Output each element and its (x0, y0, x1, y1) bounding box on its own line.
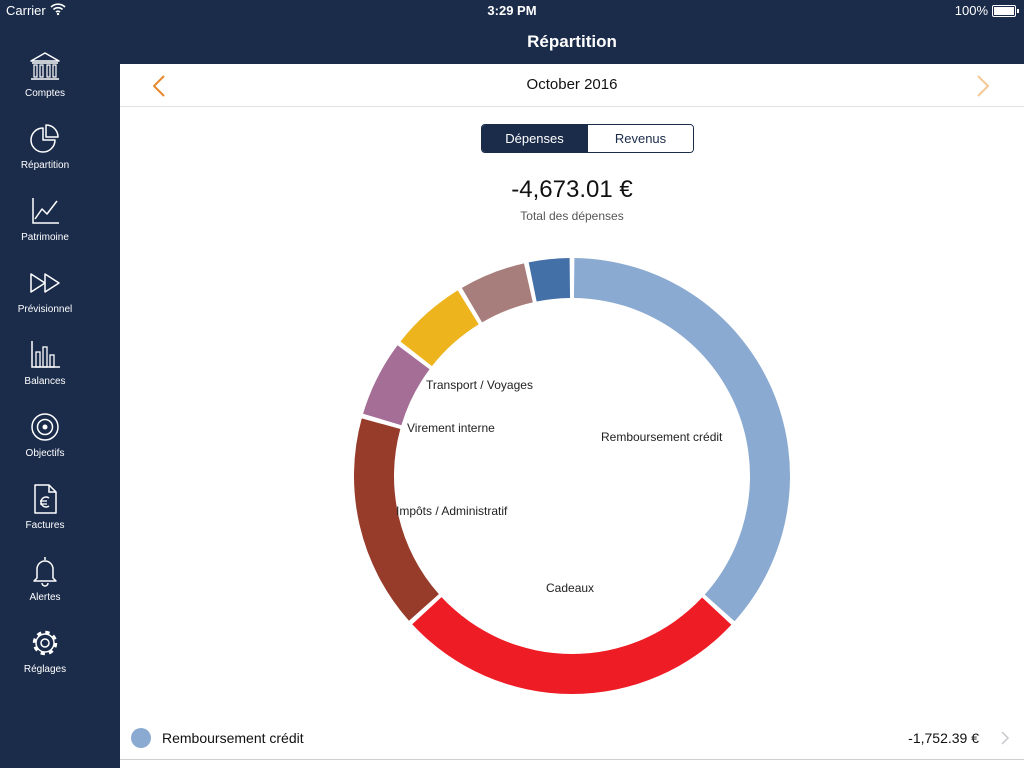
sidebar-item-repartition[interactable]: Répartition (0, 122, 90, 190)
page-title: Répartition (527, 32, 617, 51)
bar-chart-icon (31, 341, 60, 368)
wifi-icon (50, 3, 66, 16)
donut-slice-6[interactable] (528, 258, 571, 302)
chevron-right-icon (1001, 731, 1010, 745)
donut-slice-5[interactable] (461, 263, 533, 323)
sidebar-item-label: Patrimoine (21, 232, 69, 243)
sidebar-item-label: Réglages (23, 664, 67, 675)
sidebar-item-balances[interactable]: Balances (0, 338, 90, 406)
target-icon (31, 413, 59, 441)
donut-chart[interactable] (352, 256, 792, 696)
invoice-euro-icon (34, 484, 57, 514)
month-selector: October 2016 (120, 64, 1024, 107)
list-item[interactable]: Remboursement crédit -1,752.39 € (120, 717, 1024, 760)
gear-icon (32, 630, 58, 656)
sidebar-item-label: Balances (24, 376, 66, 387)
sidebar-item-reglages[interactable]: Réglages (0, 626, 90, 694)
fast-forward-icon (30, 273, 60, 293)
status-bar: Carrier 3:29 PM 100% (0, 0, 1024, 20)
battery-percentage: 100% (954, 3, 988, 18)
clock: 3:29 PM (487, 3, 537, 18)
sidebar-item-label: Objectifs (25, 448, 65, 459)
pie-chart-icon (30, 124, 59, 153)
navigation-bar: Répartition (120, 20, 1024, 64)
expenses-tab[interactable]: Dépenses (482, 125, 587, 152)
sidebar-item-previsionnel[interactable]: Prévisionnel (0, 266, 90, 334)
total-label: Total des dépenses (520, 209, 624, 223)
sidebar-item-label: Prévisionnel (17, 304, 73, 315)
expenses-income-toggle: Dépenses Revenus (481, 124, 694, 153)
donut-slice-2[interactable] (354, 418, 439, 621)
chevron-left-icon[interactable] (150, 74, 170, 98)
sidebar-item-objectifs[interactable]: Objectifs (0, 410, 90, 478)
donut-slice-3[interactable] (363, 345, 430, 426)
donut-slice-0[interactable] (573, 258, 790, 622)
donut-slice-4[interactable] (400, 290, 479, 367)
sidebar-item-label: Répartition (20, 160, 70, 171)
sidebar-item-patrimoine[interactable]: Patrimoine (0, 194, 90, 262)
bank-icon (30, 52, 60, 80)
sidebar-item-comptes[interactable]: Comptes (0, 50, 90, 118)
carrier-label: Carrier (6, 3, 46, 18)
battery-icon (992, 5, 1019, 17)
category-color-dot (131, 728, 151, 748)
sidebar-item-factures[interactable]: Factures (0, 482, 90, 550)
sidebar-item-alertes[interactable]: Alertes (0, 554, 90, 622)
sidebar: Comptes Répartition Patrimoine Prévision… (0, 20, 120, 768)
chart-label-impots: Impôts / Administratif (396, 504, 508, 518)
month-label: October 2016 (526, 76, 618, 93)
donut-slice-1[interactable] (412, 597, 732, 694)
category-amount: -1,752.39 € (908, 730, 979, 746)
chart-label-transport: Transport / Voyages (426, 378, 533, 392)
sidebar-item-label: Factures (25, 520, 65, 531)
category-name: Remboursement crédit (162, 730, 304, 746)
sidebar-item-label: Alertes (29, 592, 61, 603)
bell-icon (33, 557, 57, 587)
chart-label-remboursement: Remboursement crédit (601, 430, 723, 444)
chart-label-virement: Virement interne (407, 421, 495, 435)
sidebar-item-label: Comptes (24, 88, 65, 99)
chart-label-cadeaux: Cadeaux (546, 581, 595, 595)
chevron-right-icon[interactable] (972, 74, 992, 98)
total-amount: -4,673.01 € (511, 176, 633, 203)
income-tab[interactable]: Revenus (588, 125, 693, 152)
line-chart-icon (32, 198, 59, 224)
